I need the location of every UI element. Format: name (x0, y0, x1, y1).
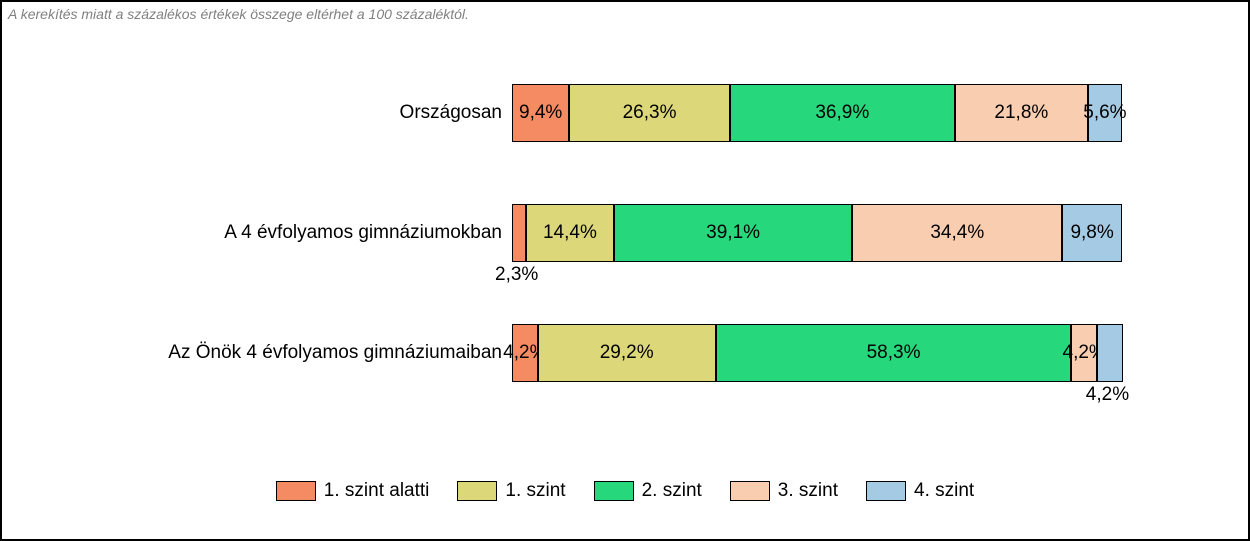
legend-swatch (276, 481, 316, 501)
chart-area: Országosan 9,4%26,3%36,9%21,8%5,6% A 4 évf… (2, 2, 1248, 539)
bar-segment-label: 4,2% (1086, 384, 1129, 406)
bar-segment (1097, 324, 1123, 382)
bar-segment: 9,4% (512, 84, 569, 142)
bar-segment: 34,4% (852, 204, 1062, 262)
bar-segment: 14,4% (526, 204, 614, 262)
legend-label: 1. szint alatti (324, 480, 430, 502)
legend-swatch (730, 481, 770, 501)
bar-segment: 29,2% (538, 324, 716, 382)
bar-segment-label: 2,3% (495, 264, 538, 286)
bar-track: 4,2%29,2%58,3%4,2%4,2% (512, 324, 1122, 382)
legend-item: 4. szint (866, 480, 974, 502)
legend-label: 1. szint (505, 480, 565, 502)
row-label: Az Önök 4 évfolyamos gimnáziumaiban (2, 342, 502, 364)
legend-item: 3. szint (730, 480, 838, 502)
legend-item: 2. szint (594, 480, 702, 502)
bar-segment: 9,8% (1062, 204, 1122, 262)
chart-row: A 4 évfolyamos gimnáziumokban 2,3%14,4%39… (2, 204, 1248, 262)
bar-segment: 36,9% (730, 84, 955, 142)
bar-segment: 4,2% (512, 324, 538, 382)
legend-item: 1. szint (457, 480, 565, 502)
bar-segment: 26,3% (569, 84, 729, 142)
bar-track: 2,3%14,4%39,1%34,4%9,8% (512, 204, 1122, 262)
bar-track: 9,4%26,3%36,9%21,8%5,6% (512, 84, 1122, 142)
chart-row: Az Önök 4 évfolyamos gimnáziumaiban4,2%2… (2, 324, 1248, 382)
bar-segment (512, 204, 526, 262)
legend-label: 3. szint (778, 480, 838, 502)
legend-swatch (594, 481, 634, 501)
bar-segment: 5,6% (1088, 84, 1122, 142)
legend-label: 4. szint (914, 480, 974, 502)
legend-swatch (866, 481, 906, 501)
legend: 1. szint alatti 1. szint 2. szint 3. szint 4… (2, 480, 1248, 502)
legend-item: 1. szint alatti (276, 480, 430, 502)
legend-swatch (457, 481, 497, 501)
bar-segment: 4,2% (1071, 324, 1097, 382)
chart-row: Országosan 9,4%26,3%36,9%21,8%5,6% (2, 84, 1248, 142)
legend-label: 2. szint (642, 480, 702, 502)
bar-segment: 39,1% (614, 204, 853, 262)
chart-frame: A kerekítés miatt a százalékos értékek ö… (0, 0, 1250, 541)
bar-segment: 21,8% (955, 84, 1088, 142)
row-label: A 4 évfolyamos gimnáziumokban (2, 222, 502, 244)
bar-segment: 58,3% (716, 324, 1072, 382)
row-label: Országosan (2, 102, 502, 124)
